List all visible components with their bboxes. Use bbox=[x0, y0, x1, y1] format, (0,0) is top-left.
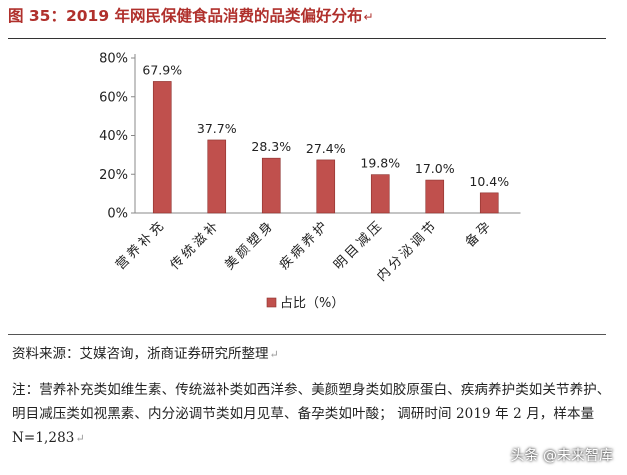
data-label: 10.4% bbox=[469, 174, 509, 189]
bar bbox=[261, 157, 281, 214]
y-tick-label: 0% bbox=[107, 207, 128, 222]
bar bbox=[425, 179, 445, 214]
data-label: 37.7% bbox=[197, 121, 237, 136]
bar bbox=[370, 174, 390, 214]
data-label: 17.0% bbox=[415, 161, 455, 176]
data-label: 67.9% bbox=[142, 62, 182, 77]
paragraph-mark-icon: ↵ bbox=[269, 348, 279, 361]
y-tick-label: 40% bbox=[99, 129, 128, 144]
data-label: 19.8% bbox=[360, 156, 400, 171]
legend-label: 占比（%） bbox=[280, 296, 344, 311]
source-line: 资料来源：艾媒咨询，浙商证券研究所整理 bbox=[12, 346, 269, 362]
legend-swatch bbox=[266, 297, 277, 308]
figure-title-text: 图 35：2019 年网民保健食品消费的品类偏好分布 bbox=[8, 7, 363, 25]
bar bbox=[152, 81, 172, 214]
source-text: 资料来源：艾媒咨询，浙商证券研究所整理↵ bbox=[12, 342, 279, 362]
x-tick-label: 美颜塑身 bbox=[221, 217, 278, 274]
y-tick-label: 20% bbox=[99, 168, 128, 183]
x-tick-label: 明目减压 bbox=[331, 217, 387, 273]
data-label: 28.3% bbox=[251, 139, 291, 154]
bar bbox=[316, 159, 336, 214]
paragraph-mark-icon: ↵ bbox=[75, 432, 85, 445]
y-axis: 0% 20% 40% 60% 80% bbox=[99, 52, 521, 222]
note-text: 注：营养补充类如维生素、传统滋补类如西洋参、美颜塑身类如胶原蛋白、疾病养护类如关… bbox=[12, 378, 612, 451]
title-rule bbox=[8, 38, 606, 39]
x-tick-label: 疾病养护 bbox=[276, 217, 333, 274]
data-label: 27.4% bbox=[306, 141, 346, 156]
bars bbox=[152, 81, 499, 214]
y-tick-label: 60% bbox=[99, 90, 128, 105]
paragraph-mark-icon: ↵ bbox=[363, 10, 374, 24]
data-labels: 67.9% 37.7% 28.3% 27.4% 19.8% 17.0% 10.4% bbox=[142, 62, 509, 188]
watermark: 头条 @未来智库 bbox=[510, 448, 613, 464]
x-tick-label: 传统滋补 bbox=[168, 217, 224, 273]
legend: 占比（%） bbox=[266, 296, 344, 311]
bar bbox=[207, 139, 227, 214]
x-tick-label: 备孕 bbox=[462, 217, 496, 251]
bar bbox=[479, 192, 499, 214]
source-rule bbox=[8, 334, 606, 335]
bar-chart: 0% 20% 40% 60% 80% 67.9% 37.7% 28.3% 27.4% 19.8%… bbox=[99, 52, 521, 311]
figure-title: 图 35：2019 年网民保健食品消费的品类偏好分布↵ bbox=[8, 4, 374, 26]
y-tick-label: 80% bbox=[99, 52, 128, 67]
x-tick-label: 营养补充 bbox=[112, 217, 169, 274]
note-paragraph: 注：营养补充类如维生素、传统滋补类如西洋参、美颜塑身类如胶原蛋白、疾病养护类如关… bbox=[12, 382, 611, 446]
